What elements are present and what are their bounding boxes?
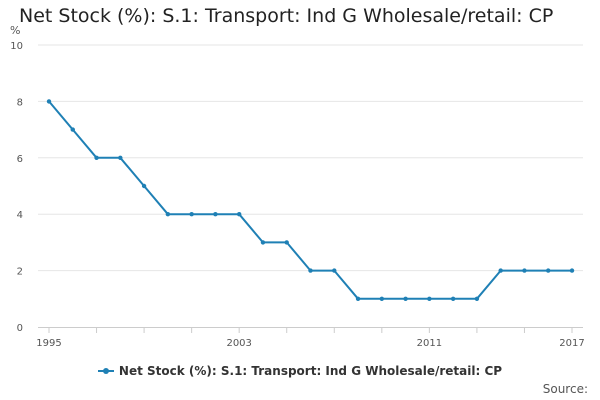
y-axis-unit-label: % — [10, 24, 20, 37]
data-point — [213, 212, 218, 217]
source-label: Source: — [542, 382, 588, 396]
legend-swatch — [97, 365, 114, 377]
data-point — [70, 127, 75, 132]
data-point — [165, 212, 171, 217]
data-point — [355, 296, 361, 301]
data-point — [498, 268, 503, 273]
y-tick-label: 2 — [17, 267, 23, 278]
data-point — [118, 155, 123, 160]
x-tick-label: 2017 — [559, 338, 584, 349]
y-tick-label: 6 — [17, 154, 23, 165]
data-point — [427, 296, 432, 301]
x-tick-label: 2011 — [417, 338, 442, 349]
data-point — [284, 240, 289, 245]
y-tick-label: 0 — [17, 323, 23, 334]
data-point — [569, 268, 575, 273]
data-point — [403, 296, 408, 301]
legend-label: Net Stock (%): S.1: Transport: Ind G Who… — [118, 364, 503, 378]
data-point — [189, 212, 194, 217]
data-point — [141, 183, 147, 189]
data-point — [46, 99, 52, 104]
data-point — [260, 240, 266, 245]
data-point — [379, 296, 385, 301]
x-tick-label: 2003 — [226, 338, 251, 349]
y-tick-label: 8 — [17, 97, 23, 108]
data-point — [474, 296, 480, 301]
data-point — [546, 268, 551, 273]
data-point — [332, 268, 337, 273]
y-tick-label: 4 — [17, 210, 23, 221]
x-tick-label: 1995 — [36, 338, 61, 349]
y-tick-label: 10 — [10, 41, 23, 52]
data-point — [94, 155, 99, 160]
data-point — [308, 268, 313, 273]
legend[interactable]: Net Stock (%): S.1: Transport: Ind G Who… — [0, 364, 600, 378]
data-point — [450, 296, 456, 301]
data-point — [522, 268, 527, 273]
chart-title: Net Stock (%): S.1: Transport: Ind G Who… — [19, 5, 554, 27]
data-point — [236, 212, 242, 217]
